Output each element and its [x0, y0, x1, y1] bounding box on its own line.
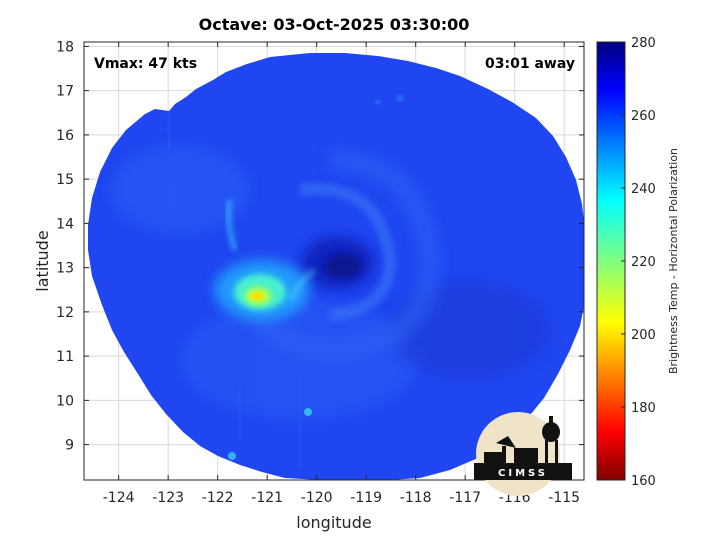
x-tick-label: -115 [548, 490, 580, 506]
x-axis-ticks: -124 -123 -122 -121 -120 -119 -118 -117 -116 -115 [103, 42, 580, 506]
colorbar: 160 180 200 220 240 260 280 Brightness Temp - … [596, 36, 680, 489]
y-tick-label: 9 [65, 438, 74, 454]
logo-text: CIMSS [498, 468, 548, 479]
colorbar-tick-label: 160 [631, 474, 656, 489]
colorbar-tick-label: 180 [631, 401, 656, 416]
x-tick-label: -123 [152, 490, 184, 506]
x-tick-label: -122 [202, 490, 234, 506]
x-tick-label: -121 [251, 490, 283, 506]
x-tick-label: -120 [301, 490, 333, 506]
colorbar-tick-label: 200 [631, 328, 656, 343]
x-tick-label: -119 [350, 490, 382, 506]
y-tick-label: 10 [56, 393, 74, 409]
colorbar-tick-label: 240 [631, 182, 656, 197]
colorbar-ticks: 160 180 200 220 240 260 280 [621, 36, 656, 489]
colorbar-tick-label: 280 [631, 36, 656, 51]
colorbar-tick-label: 220 [631, 255, 656, 270]
x-axis-label: longitude [296, 513, 371, 532]
colorbar-gradient [596, 41, 626, 481]
y-tick-label: 18 [56, 39, 74, 55]
chart-title: Octave: 03-Oct-2025 03:30:00 [199, 15, 470, 34]
y-axis-ticks: 9 10 11 12 13 14 15 16 17 18 [56, 39, 584, 454]
swath-structure [110, 94, 550, 470]
y-tick-label: 11 [56, 349, 74, 365]
y-axis-label: latitude [33, 230, 52, 291]
y-tick-label: 12 [56, 305, 74, 321]
vmax-annotation: Vmax: 47 kts [94, 56, 197, 72]
heatmap-field [88, 53, 584, 480]
y-tick-label: 13 [56, 261, 74, 277]
time-offset-annotation: 03:01 away [485, 56, 575, 72]
y-tick-label: 17 [56, 84, 74, 100]
x-tick-label: -118 [400, 490, 432, 506]
cimss-logo: CIMSS [474, 412, 572, 496]
y-tick-label: 15 [56, 172, 74, 188]
y-tick-label: 16 [56, 128, 74, 144]
y-tick-label: 14 [56, 216, 74, 232]
x-tick-label: -124 [103, 490, 135, 506]
x-tick-label: -117 [449, 490, 481, 506]
colorbar-tick-label: 260 [631, 109, 656, 124]
colorbar-label: Brightness Temp - Horizontal Polarizatio… [667, 148, 680, 374]
plot-area: -124 -123 -122 -121 -120 -119 -118 -117 -116 -115… [56, 39, 585, 506]
axes-frame [83, 41, 585, 481]
logo-banner [474, 463, 572, 480]
